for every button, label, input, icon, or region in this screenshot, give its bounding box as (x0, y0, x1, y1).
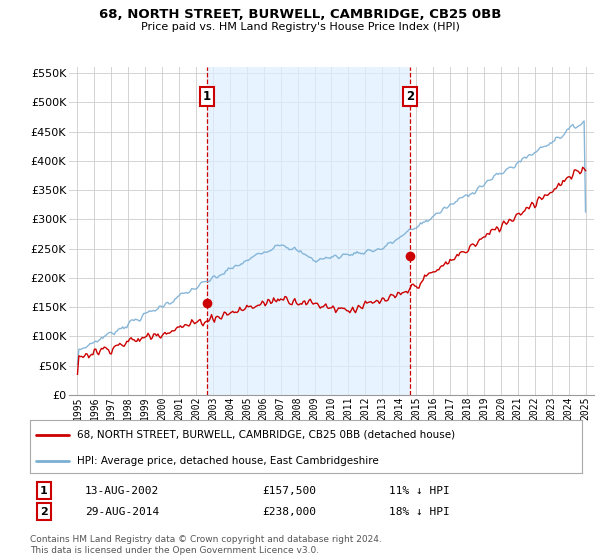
Text: Price paid vs. HM Land Registry's House Price Index (HPI): Price paid vs. HM Land Registry's House … (140, 22, 460, 32)
Text: 2: 2 (406, 90, 415, 103)
Text: 1: 1 (202, 90, 211, 103)
Text: 1: 1 (40, 486, 47, 496)
Text: 2: 2 (40, 507, 47, 517)
Text: 29-AUG-2014: 29-AUG-2014 (85, 507, 160, 517)
Text: 13-AUG-2002: 13-AUG-2002 (85, 486, 160, 496)
Text: 11% ↓ HPI: 11% ↓ HPI (389, 486, 449, 496)
Text: 18% ↓ HPI: 18% ↓ HPI (389, 507, 449, 517)
Text: HPI: Average price, detached house, East Cambridgeshire: HPI: Average price, detached house, East… (77, 456, 379, 466)
Text: £238,000: £238,000 (262, 507, 316, 517)
Bar (206, 67, 410, 395)
Text: £157,500: £157,500 (262, 486, 316, 496)
Text: 68, NORTH STREET, BURWELL, CAMBRIDGE, CB25 0BB (detached house): 68, NORTH STREET, BURWELL, CAMBRIDGE, CB… (77, 430, 455, 440)
Text: 68, NORTH STREET, BURWELL, CAMBRIDGE, CB25 0BB: 68, NORTH STREET, BURWELL, CAMBRIDGE, CB… (99, 8, 501, 21)
Text: Contains HM Land Registry data © Crown copyright and database right 2024.
This d: Contains HM Land Registry data © Crown c… (30, 535, 382, 555)
